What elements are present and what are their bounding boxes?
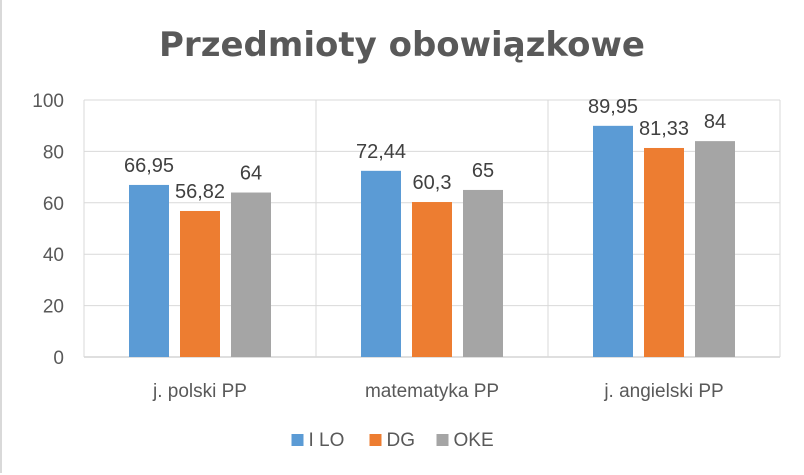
y-tick-label: 20: [43, 297, 64, 318]
data-label: 65: [472, 160, 494, 182]
bar-dg: [180, 210, 220, 357]
bar-i-lo: [361, 170, 401, 357]
legend-label: DG: [387, 430, 416, 451]
data-label: 81,33: [639, 118, 689, 140]
legend: I LO DG OKE: [291, 430, 494, 451]
x-axis: j. polski PP matematyka PP j. angielski PP: [152, 381, 724, 402]
legend-label: OKE: [454, 430, 494, 451]
x-category-label: j. polski PP: [152, 381, 247, 402]
bar-dg: [412, 202, 452, 357]
legend-label: I LO: [309, 430, 345, 451]
chart-title: Przedmioty obowiązkowe: [159, 25, 645, 65]
data-label: 60,3: [413, 172, 452, 194]
data-label: 66,95: [124, 155, 174, 177]
bar-dg: [644, 147, 684, 357]
y-tick-label: 80: [43, 142, 64, 163]
legend-swatch: [436, 434, 449, 446]
x-category-label: matematyka PP: [365, 381, 499, 402]
legend-swatch: [369, 434, 382, 446]
x-category-label: j. angielski PP: [603, 381, 723, 402]
bar-oke: [231, 192, 271, 357]
y-tick-label: 40: [43, 245, 64, 266]
bar-i-lo: [129, 184, 169, 357]
data-label: 56,82: [175, 181, 225, 203]
y-axis: 0 20 40 60 80 100: [32, 91, 64, 369]
data-label: 89,95: [588, 96, 638, 118]
data-label: 84: [704, 111, 726, 133]
bar-oke: [463, 189, 503, 357]
y-tick-label: 0: [53, 348, 64, 369]
y-tick-label: 100: [32, 91, 64, 112]
legend-swatch: [291, 434, 304, 446]
bars: [129, 125, 735, 358]
bar-oke: [695, 141, 735, 357]
data-label: 64: [240, 163, 262, 185]
bar-i-lo: [593, 125, 633, 358]
y-tick-label: 60: [43, 194, 64, 215]
data-label: 72,44: [356, 141, 406, 163]
